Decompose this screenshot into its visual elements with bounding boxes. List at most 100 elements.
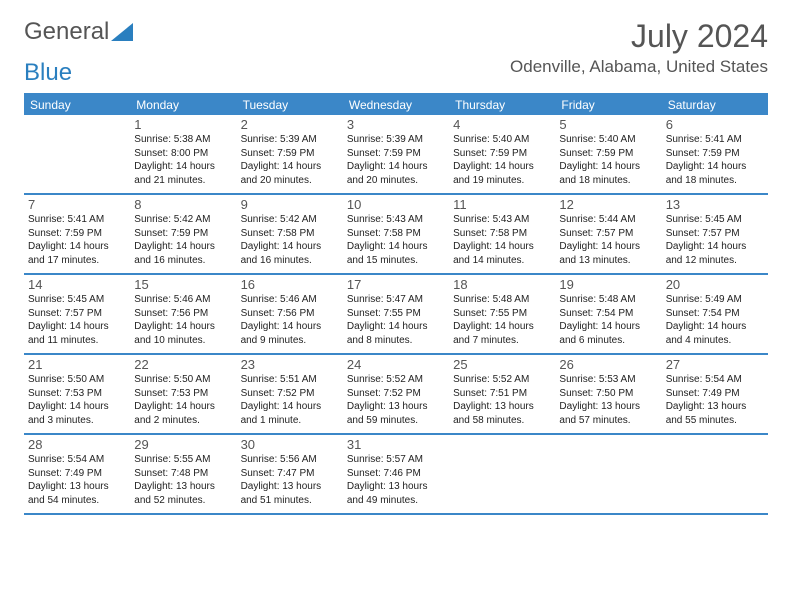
sun-detail-line: and 12 minutes.	[666, 254, 764, 268]
sun-detail-line: Daylight: 14 hours	[559, 160, 657, 174]
sun-detail-line: Sunrise: 5:46 AM	[241, 293, 339, 307]
day-number: 8	[134, 197, 232, 212]
day-cell: 30Sunrise: 5:56 AMSunset: 7:47 PMDayligh…	[237, 435, 343, 513]
day-cell: 25Sunrise: 5:52 AMSunset: 7:51 PMDayligh…	[449, 355, 555, 433]
sun-detail-line: Sunset: 7:50 PM	[559, 387, 657, 401]
sun-detail-line: Sunset: 7:59 PM	[347, 147, 445, 161]
sun-detail-line: and 11 minutes.	[28, 334, 126, 348]
week-row: 21Sunrise: 5:50 AMSunset: 7:53 PMDayligh…	[24, 355, 768, 435]
sun-detail-line: Sunset: 7:55 PM	[347, 307, 445, 321]
logo-triangle-icon	[111, 23, 133, 41]
sun-detail-line: Daylight: 14 hours	[28, 240, 126, 254]
sun-detail-line: Sunset: 7:58 PM	[241, 227, 339, 241]
sun-detail-line: and 1 minute.	[241, 414, 339, 428]
day-number: 31	[347, 437, 445, 452]
sun-detail-line: Daylight: 14 hours	[134, 160, 232, 174]
sun-detail-line: Sunrise: 5:48 AM	[453, 293, 551, 307]
sun-detail-line: and 19 minutes.	[453, 174, 551, 188]
day-number: 7	[28, 197, 126, 212]
day-cell: 5Sunrise: 5:40 AMSunset: 7:59 PMDaylight…	[555, 115, 661, 193]
sun-detail-line: Sunrise: 5:50 AM	[134, 373, 232, 387]
day-cell: 22Sunrise: 5:50 AMSunset: 7:53 PMDayligh…	[130, 355, 236, 433]
sun-detail-line: Sunrise: 5:52 AM	[347, 373, 445, 387]
day-number: 16	[241, 277, 339, 292]
day-header: Friday	[555, 95, 661, 115]
sun-detail-line: Sunset: 7:57 PM	[28, 307, 126, 321]
day-number: 3	[347, 117, 445, 132]
sun-detail-line: Sunset: 7:59 PM	[559, 147, 657, 161]
sun-detail-line: Sunset: 7:58 PM	[453, 227, 551, 241]
sun-detail-line: Daylight: 14 hours	[559, 240, 657, 254]
sun-detail-line: Sunrise: 5:54 AM	[28, 453, 126, 467]
sun-detail-line: Daylight: 13 hours	[453, 400, 551, 414]
sun-detail-line: Daylight: 13 hours	[559, 400, 657, 414]
calendar-page: General July 2024 Odenville, Alabama, Un…	[0, 0, 792, 515]
brand-logo: General	[24, 18, 133, 46]
sun-detail-line: Sunset: 7:52 PM	[241, 387, 339, 401]
day-cell	[662, 435, 768, 513]
day-cell: 15Sunrise: 5:46 AMSunset: 7:56 PMDayligh…	[130, 275, 236, 353]
sun-detail-line: and 20 minutes.	[347, 174, 445, 188]
sun-detail-line: and 58 minutes.	[453, 414, 551, 428]
sun-detail-line: Sunset: 7:53 PM	[134, 387, 232, 401]
day-number: 19	[559, 277, 657, 292]
sun-detail-line: Sunset: 7:59 PM	[666, 147, 764, 161]
day-cell	[555, 435, 661, 513]
sun-detail-line: Daylight: 14 hours	[453, 320, 551, 334]
sun-detail-line: Daylight: 14 hours	[241, 160, 339, 174]
sun-detail-line: Sunrise: 5:50 AM	[28, 373, 126, 387]
sun-detail-line: Sunset: 7:48 PM	[134, 467, 232, 481]
day-number: 4	[453, 117, 551, 132]
sun-detail-line: Daylight: 14 hours	[347, 160, 445, 174]
sun-detail-line: Daylight: 14 hours	[134, 240, 232, 254]
sun-detail-line: Daylight: 13 hours	[347, 400, 445, 414]
day-number: 13	[666, 197, 764, 212]
sun-detail-line: and 57 minutes.	[559, 414, 657, 428]
sun-detail-line: Sunset: 7:55 PM	[453, 307, 551, 321]
day-number: 10	[347, 197, 445, 212]
day-number: 30	[241, 437, 339, 452]
sun-detail-line: Daylight: 13 hours	[134, 480, 232, 494]
sun-detail-line: Sunrise: 5:44 AM	[559, 213, 657, 227]
sun-detail-line: and 17 minutes.	[28, 254, 126, 268]
sun-detail-line: Sunset: 7:58 PM	[347, 227, 445, 241]
day-number: 18	[453, 277, 551, 292]
sun-detail-line: and 7 minutes.	[453, 334, 551, 348]
sun-detail-line: Daylight: 14 hours	[559, 320, 657, 334]
sun-detail-line: Daylight: 14 hours	[134, 320, 232, 334]
sun-detail-line: Sunset: 8:00 PM	[134, 147, 232, 161]
sun-detail-line: Sunrise: 5:38 AM	[134, 133, 232, 147]
sun-detail-line: Sunrise: 5:55 AM	[134, 453, 232, 467]
sun-detail-line: Sunset: 7:54 PM	[559, 307, 657, 321]
day-number: 21	[28, 357, 126, 372]
brand-word1: General	[24, 18, 109, 46]
sun-detail-line: and 21 minutes.	[134, 174, 232, 188]
week-row: 7Sunrise: 5:41 AMSunset: 7:59 PMDaylight…	[24, 195, 768, 275]
sun-detail-line: Sunset: 7:54 PM	[666, 307, 764, 321]
sun-detail-line: Sunrise: 5:49 AM	[666, 293, 764, 307]
sun-detail-line: Daylight: 14 hours	[453, 160, 551, 174]
sun-detail-line: and 2 minutes.	[134, 414, 232, 428]
sun-detail-line: and 59 minutes.	[347, 414, 445, 428]
sun-detail-line: and 18 minutes.	[559, 174, 657, 188]
sun-detail-line: Sunset: 7:52 PM	[347, 387, 445, 401]
day-cell: 3Sunrise: 5:39 AMSunset: 7:59 PMDaylight…	[343, 115, 449, 193]
title-block: July 2024 Odenville, Alabama, United Sta…	[510, 18, 768, 77]
day-cell: 29Sunrise: 5:55 AMSunset: 7:48 PMDayligh…	[130, 435, 236, 513]
sun-detail-line: and 15 minutes.	[347, 254, 445, 268]
day-headers-row: SundayMondayTuesdayWednesdayThursdayFrid…	[24, 95, 768, 115]
sun-detail-line: Daylight: 14 hours	[666, 320, 764, 334]
sun-detail-line: and 6 minutes.	[559, 334, 657, 348]
sun-detail-line: Sunrise: 5:41 AM	[666, 133, 764, 147]
day-number: 28	[28, 437, 126, 452]
sun-detail-line: Daylight: 14 hours	[134, 400, 232, 414]
day-cell: 2Sunrise: 5:39 AMSunset: 7:59 PMDaylight…	[237, 115, 343, 193]
sun-detail-line: and 16 minutes.	[241, 254, 339, 268]
day-cell: 8Sunrise: 5:42 AMSunset: 7:59 PMDaylight…	[130, 195, 236, 273]
day-cell	[449, 435, 555, 513]
sun-detail-line: and 9 minutes.	[241, 334, 339, 348]
day-cell: 19Sunrise: 5:48 AMSunset: 7:54 PMDayligh…	[555, 275, 661, 353]
sun-detail-line: Sunrise: 5:47 AM	[347, 293, 445, 307]
day-cell: 14Sunrise: 5:45 AMSunset: 7:57 PMDayligh…	[24, 275, 130, 353]
sun-detail-line: Sunrise: 5:45 AM	[28, 293, 126, 307]
